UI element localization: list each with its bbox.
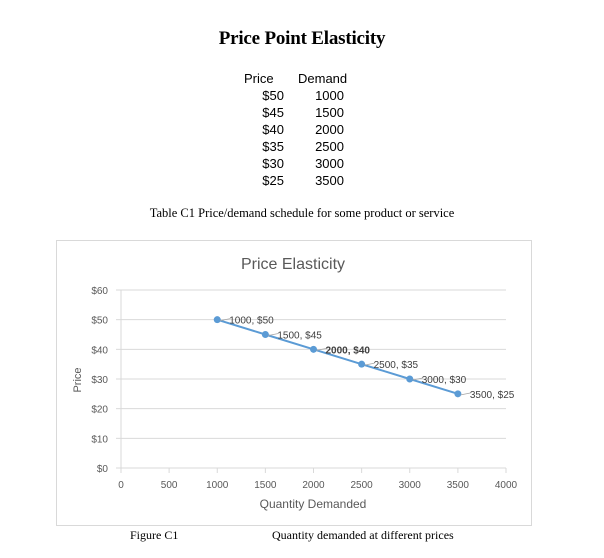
figure-caption: Quantity demanded at different prices xyxy=(272,528,454,542)
demand-cell: 2500 xyxy=(315,139,344,154)
label-leader xyxy=(268,333,279,336)
label-leader xyxy=(220,318,231,322)
price-cell: $25 xyxy=(262,173,284,188)
chart-frame xyxy=(56,240,532,526)
table-row: $30 3000 xyxy=(244,155,350,172)
x-tick-label: 1000 xyxy=(206,480,229,491)
x-tick-label: 500 xyxy=(161,480,178,491)
y-tick-label: $20 xyxy=(91,405,108,416)
demand-cell: 3500 xyxy=(315,173,344,188)
x-tick-label: 2000 xyxy=(302,480,325,491)
data-point xyxy=(358,360,366,368)
y-tick-label: $30 xyxy=(91,375,108,386)
table-row: $50 1000 xyxy=(244,87,350,104)
data-label: 3500, $25 xyxy=(470,390,515,401)
x-tick-label: 3500 xyxy=(447,480,470,491)
data-point xyxy=(406,375,414,383)
data-label: 2500, $35 xyxy=(374,360,419,371)
y-tick-label: $50 xyxy=(91,316,108,327)
x-tick-label: 1500 xyxy=(254,480,277,491)
y-tick-label: $60 xyxy=(91,286,108,297)
demand-cell: 2000 xyxy=(315,122,344,137)
demand-cell: 1500 xyxy=(315,105,344,120)
data-label: 1500, $45 xyxy=(277,331,322,342)
demand-cell: 3000 xyxy=(315,156,344,171)
data-label: 2000, $40 xyxy=(326,345,371,356)
price-cell: $45 xyxy=(262,105,284,120)
data-point xyxy=(454,390,462,398)
y-tick-label: $0 xyxy=(97,464,109,475)
data-label: 1000, $50 xyxy=(229,316,274,327)
x-tick-label: 0 xyxy=(118,480,124,491)
x-axis-title: Quantity Demanded xyxy=(260,497,367,511)
price-cell: $40 xyxy=(262,122,284,137)
data-point xyxy=(213,316,221,324)
price-column-header: Price xyxy=(244,71,274,86)
table-row: $40 2000 xyxy=(244,121,350,138)
label-leader xyxy=(316,347,327,351)
table-caption: Table C1 Price/demand schedule for some … xyxy=(149,206,455,220)
x-tick-label: 2500 xyxy=(351,480,374,491)
data-point xyxy=(261,331,269,338)
table-header-row: Price Demand xyxy=(244,70,350,87)
x-tick-label: 4000 xyxy=(495,480,518,491)
x-tick-label: 3000 xyxy=(399,480,422,491)
label-leader xyxy=(364,362,375,366)
label-leader xyxy=(412,377,423,381)
label-leader xyxy=(460,392,471,396)
y-tick-label: $10 xyxy=(91,434,108,445)
table-row: $45 1500 xyxy=(244,104,350,121)
price-demand-table: Price Demand $50 1000 $45 1500 $40 2000 … xyxy=(244,70,350,189)
price-cell: $30 xyxy=(262,156,284,171)
figure-label: Figure C1 xyxy=(130,528,179,542)
table-row: $25 3500 xyxy=(244,172,350,189)
price-cell: $35 xyxy=(262,139,284,154)
price-cell: $50 xyxy=(262,88,284,103)
data-label: 3000, $30 xyxy=(422,375,467,386)
y-tick-label: $40 xyxy=(91,345,108,356)
chart-title: Price Elasticity xyxy=(241,256,345,273)
table-row: $35 2500 xyxy=(244,138,350,155)
data-point xyxy=(310,345,317,353)
document-title: Price Point Elasticity xyxy=(218,28,386,49)
series-line xyxy=(216,318,459,395)
y-axis-title: Price xyxy=(72,367,84,392)
demand-column-header: Demand xyxy=(298,71,348,86)
demand-cell: 1000 xyxy=(315,88,344,103)
